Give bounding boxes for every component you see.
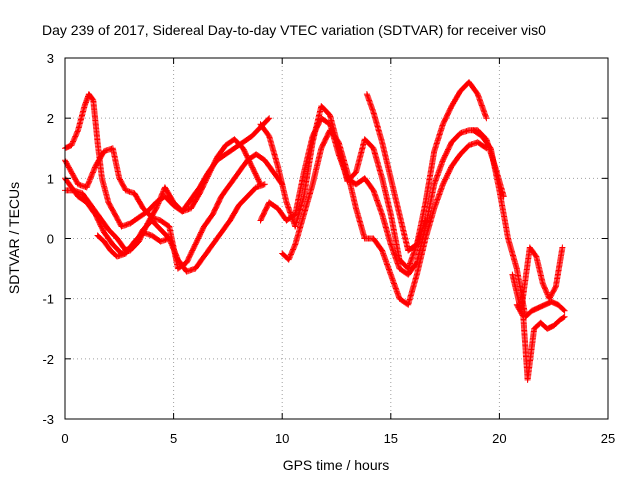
data-series [257,79,490,272]
data-series [94,229,173,260]
x-tick-label: 20 [492,431,506,446]
x-tick-label: 5 [170,431,177,446]
data-point-markers [94,229,173,260]
y-tick-label: 2 [47,111,54,126]
data-series [363,91,429,254]
y-axis-label: SDTVAR / TECUs [6,182,22,294]
data-points [62,79,568,383]
y-tick-label: 1 [47,171,54,186]
y-tick-label: -3 [42,412,54,427]
data-point-markers [279,127,490,308]
chart-title: Day 239 of 2017, Sidereal Day-to-day VTE… [42,22,546,38]
axis-ticks: 0 5 10 15 20 25 -3 -2 -1 0 1 2 3 [42,51,615,446]
x-tick-label: 10 [275,431,289,446]
y-tick-label: 0 [47,232,54,247]
x-tick-label: 25 [601,431,615,446]
y-tick-label: -1 [42,292,54,307]
data-point-markers [513,301,568,383]
y-tick-label: 3 [47,51,54,66]
data-point-markers [363,91,429,254]
x-tick-label: 15 [384,431,398,446]
data-point-markers [509,244,566,314]
x-tick-label: 0 [61,431,68,446]
y-tick-label: -2 [42,352,54,367]
data-series [509,244,566,314]
data-series [279,127,490,308]
x-axis-label: GPS time / hours [283,457,390,473]
data-point-markers [257,79,490,272]
data-series [513,301,568,383]
